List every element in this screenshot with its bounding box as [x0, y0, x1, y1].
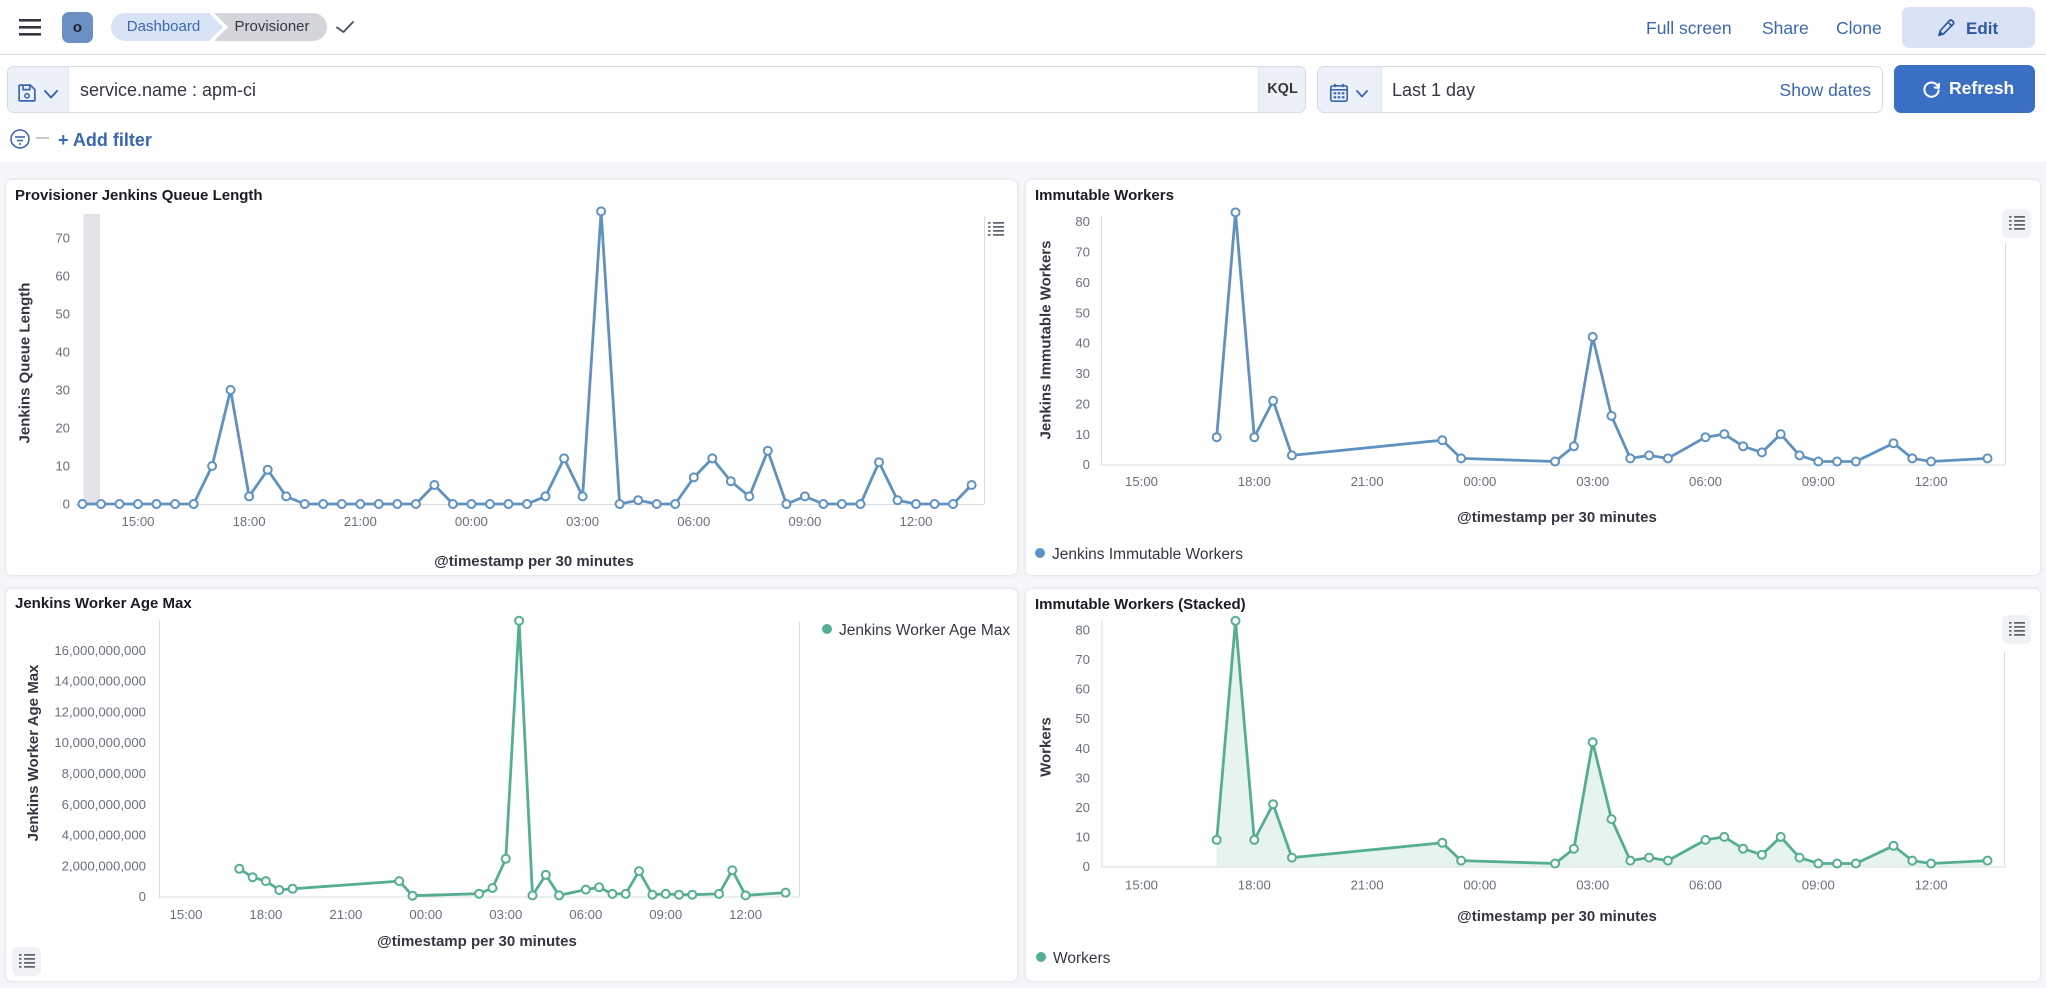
svg-text:@timestamp per 30 minutes: @timestamp per 30 minutes: [377, 933, 577, 950]
svg-text:09:00: 09:00: [649, 907, 682, 922]
svg-text:10: 10: [55, 459, 70, 474]
svg-text:30: 30: [1075, 366, 1090, 381]
svg-text:Workers: Workers: [1038, 717, 1055, 777]
svg-text:21:00: 21:00: [344, 514, 377, 529]
svg-text:6,000,000,000: 6,000,000,000: [62, 797, 146, 812]
svg-text:12:00: 12:00: [1915, 474, 1948, 489]
svg-text:03:00: 03:00: [1576, 878, 1609, 893]
svg-text:03:00: 03:00: [1576, 474, 1609, 489]
svg-text:00:00: 00:00: [455, 514, 488, 529]
svg-text:60: 60: [1075, 275, 1090, 290]
svg-text:0: 0: [1083, 457, 1090, 472]
svg-text:14,000,000,000: 14,000,000,000: [54, 674, 146, 689]
svg-text:12:00: 12:00: [729, 907, 762, 922]
svg-text:Jenkins Worker Age Max: Jenkins Worker Age Max: [25, 664, 42, 841]
svg-text:Jenkins Immutable Workers: Jenkins Immutable Workers: [1038, 241, 1055, 440]
svg-text:10,000,000,000: 10,000,000,000: [54, 735, 146, 750]
svg-text:2,000,000,000: 2,000,000,000: [62, 858, 146, 873]
svg-text:09:00: 09:00: [1802, 474, 1835, 489]
svg-text:4,000,000,000: 4,000,000,000: [62, 828, 146, 843]
svg-text:21:00: 21:00: [1351, 474, 1384, 489]
svg-text:20: 20: [55, 421, 70, 436]
svg-text:70: 70: [55, 231, 70, 246]
svg-text:09:00: 09:00: [1802, 878, 1835, 893]
svg-text:Jenkins Queue Length: Jenkins Queue Length: [17, 283, 34, 444]
svg-text:0: 0: [139, 889, 146, 904]
svg-text:09:00: 09:00: [788, 514, 821, 529]
svg-text:60: 60: [55, 269, 70, 284]
svg-text:0: 0: [63, 497, 70, 512]
svg-text:40: 40: [1075, 336, 1090, 351]
svg-text:10: 10: [1075, 830, 1090, 845]
svg-text:@timestamp per 30 minutes: @timestamp per 30 minutes: [434, 553, 634, 570]
svg-text:Jenkins Worker Age Max: Jenkins Worker Age Max: [15, 595, 192, 612]
svg-text:70: 70: [1075, 245, 1090, 260]
svg-text:@timestamp per 30 minutes: @timestamp per 30 minutes: [1457, 908, 1657, 925]
svg-text:03:00: 03:00: [566, 514, 599, 529]
svg-text:15:00: 15:00: [121, 514, 154, 529]
svg-text:20: 20: [1075, 396, 1090, 411]
svg-text:15:00: 15:00: [1125, 474, 1158, 489]
svg-text:18:00: 18:00: [233, 514, 266, 529]
svg-text:00:00: 00:00: [1463, 878, 1496, 893]
svg-text:40: 40: [55, 345, 70, 360]
svg-text:50: 50: [1075, 305, 1090, 320]
svg-text:00:00: 00:00: [409, 907, 442, 922]
svg-text:18:00: 18:00: [1238, 878, 1271, 893]
svg-text:06:00: 06:00: [1689, 878, 1722, 893]
svg-text:80: 80: [1075, 214, 1090, 229]
svg-text:Provisioner Jenkins Queue Leng: Provisioner Jenkins Queue Length: [15, 187, 263, 204]
svg-text:21:00: 21:00: [329, 907, 362, 922]
svg-text:12:00: 12:00: [1915, 878, 1948, 893]
svg-text:18:00: 18:00: [1238, 474, 1271, 489]
svg-text:40: 40: [1075, 741, 1090, 756]
svg-text:70: 70: [1075, 652, 1090, 667]
svg-text:Immutable Workers (Stacked): Immutable Workers (Stacked): [1035, 596, 1246, 613]
svg-text:Workers: Workers: [1053, 950, 1111, 967]
svg-text:60: 60: [1075, 682, 1090, 697]
svg-text:8,000,000,000: 8,000,000,000: [62, 766, 146, 781]
svg-text:12,000,000,000: 12,000,000,000: [54, 704, 146, 719]
svg-text:12:00: 12:00: [899, 514, 932, 529]
svg-text:80: 80: [1075, 622, 1090, 637]
svg-text:30: 30: [55, 383, 70, 398]
svg-text:06:00: 06:00: [1689, 474, 1722, 489]
svg-text:Jenkins Worker Age Max: Jenkins Worker Age Max: [839, 622, 1010, 639]
svg-text:21:00: 21:00: [1351, 878, 1384, 893]
svg-text:Immutable Workers: Immutable Workers: [1035, 187, 1174, 204]
svg-text:18:00: 18:00: [249, 907, 282, 922]
svg-text:0: 0: [1083, 859, 1090, 874]
svg-text:16,000,000,000: 16,000,000,000: [54, 643, 146, 658]
svg-text:15:00: 15:00: [1125, 878, 1158, 893]
svg-text:50: 50: [55, 307, 70, 322]
svg-text:06:00: 06:00: [569, 907, 602, 922]
svg-text:06:00: 06:00: [677, 514, 710, 529]
svg-text:30: 30: [1075, 770, 1090, 785]
svg-text:15:00: 15:00: [169, 907, 202, 922]
svg-text:50: 50: [1075, 711, 1090, 726]
svg-text:Jenkins Immutable Workers: Jenkins Immutable Workers: [1052, 546, 1243, 563]
svg-text:10: 10: [1075, 427, 1090, 442]
svg-text:20: 20: [1075, 800, 1090, 815]
svg-text:03:00: 03:00: [489, 907, 522, 922]
svg-text:00:00: 00:00: [1463, 474, 1496, 489]
svg-text:@timestamp per 30 minutes: @timestamp per 30 minutes: [1457, 509, 1657, 526]
